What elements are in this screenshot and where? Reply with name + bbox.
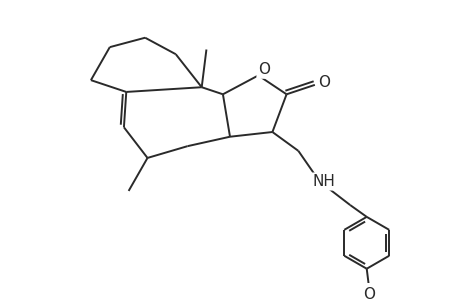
Text: O: O — [318, 74, 330, 89]
Text: NH: NH — [312, 174, 335, 189]
Text: O: O — [257, 62, 269, 77]
Text: O: O — [362, 287, 374, 300]
